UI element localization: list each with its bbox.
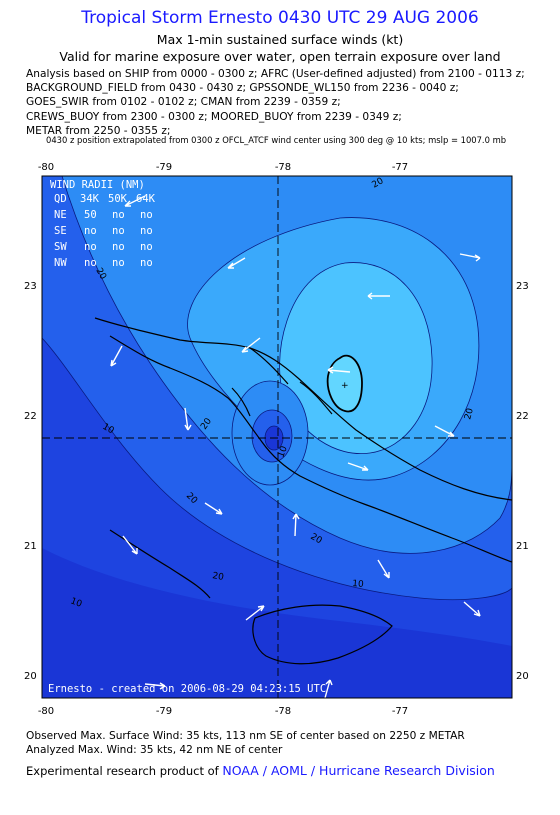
map-subtitle-exposure: Valid for marine exposure over water, op… <box>59 49 501 64</box>
lat-tick-label: 21 <box>24 541 37 552</box>
wind-arrow <box>204 502 223 515</box>
wind-radii-header-34k: 34K <box>80 193 100 205</box>
contour-label: 20 <box>211 571 224 583</box>
wind-arrow <box>459 253 481 262</box>
wind-radii-quadrant: SE <box>54 225 67 237</box>
lat-tick-labels-right: 23 22 21 20 <box>516 281 529 682</box>
map-title: Tropical Storm Ernesto 0430 UTC 29 AUG 2… <box>81 8 479 28</box>
wind-radii-header-64k: 64K <box>136 193 156 205</box>
lat-tick-label: 23 <box>24 281 37 292</box>
wind-arrow <box>144 682 166 690</box>
wind-map: -80 -79 -78 -77 -80 -79 -78 -77 23 22 21… <box>24 162 529 717</box>
lat-tick-label: 22 <box>516 411 529 422</box>
map-subtitle: Max 1-min sustained surface winds (kt) <box>156 32 404 47</box>
wind-radii-value: no <box>84 241 97 253</box>
wind-arrow <box>122 535 138 555</box>
wind-arrows <box>110 195 481 698</box>
lon-tick-labels-top: -80 -79 -78 -77 <box>38 162 408 173</box>
wind-arrow <box>110 345 123 367</box>
lon-tick-label: -78 <box>275 162 291 173</box>
wind-arrow <box>434 425 455 437</box>
wind-arrow <box>292 513 300 537</box>
coastline-jamaica <box>252 604 393 665</box>
product-credit-prefix: Experimental research product of <box>26 764 219 778</box>
coastline-islands <box>231 347 333 417</box>
lat-tick-label: 22 <box>24 411 37 422</box>
lat-tick-label: 20 <box>24 671 37 682</box>
wind-radii-value: no <box>84 225 97 237</box>
wind-arrow <box>463 601 481 617</box>
wind-radii-value: 50 <box>84 209 97 221</box>
wind-radii-value: no <box>140 241 153 253</box>
wind-arrow <box>324 679 333 698</box>
wind-radii-quadrant: SW <box>54 241 67 253</box>
observed-max-wind: Observed Max. Surface Wind: 35 kts, 113 … <box>26 730 465 742</box>
wind-arrow <box>227 257 246 269</box>
lon-tick-label: -79 <box>156 706 172 717</box>
wind-radii-value: no <box>140 209 153 221</box>
wind-radii-value: no <box>140 257 153 269</box>
wind-arrow <box>124 195 146 207</box>
wind-radii-value: no <box>112 225 125 237</box>
contour-band-low <box>42 548 512 698</box>
product-credit: Experimental research product of NOAA / … <box>26 763 495 778</box>
wind-radii-title: WIND RADII (NM) <box>50 179 145 191</box>
analysis-line: METAR from 2250 - 0355 z; <box>26 124 171 137</box>
lon-tick-labels-bottom: -80 -79 -78 -77 <box>38 706 408 717</box>
lat-tick-label: 20 <box>516 671 529 682</box>
map-frame <box>41 175 513 699</box>
position-note: 0430 z position extrapolated from 0300 z… <box>46 135 507 145</box>
wind-arrow <box>327 366 351 374</box>
max-wind-marker: + <box>341 381 349 391</box>
lon-tick-label: -80 <box>38 162 54 173</box>
lon-tick-label: -78 <box>275 706 291 717</box>
contour-label: 10 <box>69 596 83 609</box>
wind-arrow <box>347 462 369 471</box>
lat-tick-label: 23 <box>516 281 529 292</box>
wind-radii-value: no <box>140 225 153 237</box>
wind-radii-value: no <box>112 257 125 269</box>
lon-tick-label: -77 <box>392 706 408 717</box>
lon-tick-label: -80 <box>38 706 54 717</box>
contour-label: 20 <box>463 407 476 421</box>
analysis-sources: Analysis based on SHIP from 0000 - 0300 … <box>26 67 525 138</box>
wind-arrow <box>377 559 390 579</box>
analysis-line: BACKGROUND_FIELD from 0430 - 0430 z; GPS… <box>26 82 459 95</box>
wind-radii-quadrant: NE <box>54 209 67 221</box>
analysis-line: GOES_SWIR from 0102 - 0102 z; CMAN from … <box>26 96 341 109</box>
wind-arrow <box>184 407 192 431</box>
analyzed-max-wind: Analyzed Max. Wind: 35 kts, 42 nm NE of … <box>26 744 283 756</box>
map-credit: Ernesto - created on 2006-08-29 04:23:15… <box>48 683 326 695</box>
coastline-cuba-north <box>94 317 512 501</box>
contour-label: 10 <box>276 445 289 459</box>
lon-tick-label: -77 <box>392 162 408 173</box>
wind-radii-header-50k: 50K <box>108 193 128 205</box>
wind-arrow <box>241 337 261 353</box>
contour-band-30 <box>279 262 433 455</box>
product-credit-link[interactable]: NOAA / AOML / Hurricane Research Divisio… <box>222 763 495 778</box>
center-crosshair <box>42 176 512 698</box>
wind-arrow <box>245 605 265 621</box>
wind-radii-legend: WIND RADII (NM) QD 34K 50K 64K NE 50 no … <box>50 179 156 269</box>
wind-arrow <box>367 292 390 300</box>
lon-tick-label: -79 <box>156 162 172 173</box>
wind-radii-quadrant: NW <box>54 257 67 269</box>
lat-tick-labels-left: 23 22 21 20 <box>24 281 37 682</box>
wind-radii-value: no <box>112 241 125 253</box>
analysis-line: CREWS_BUOY from 2300 - 0300 z; MOORED_BU… <box>26 110 402 123</box>
wind-radii-value: no <box>84 257 97 269</box>
contour-label: 10 <box>352 579 365 590</box>
lat-tick-label: 21 <box>516 541 529 552</box>
analysis-line: Analysis based on SHIP from 0000 - 0300 … <box>26 68 525 80</box>
coastline-cuba-south <box>109 335 512 563</box>
wind-radii-value: no <box>112 209 125 221</box>
wind-radii-header-qd: QD <box>54 193 67 205</box>
